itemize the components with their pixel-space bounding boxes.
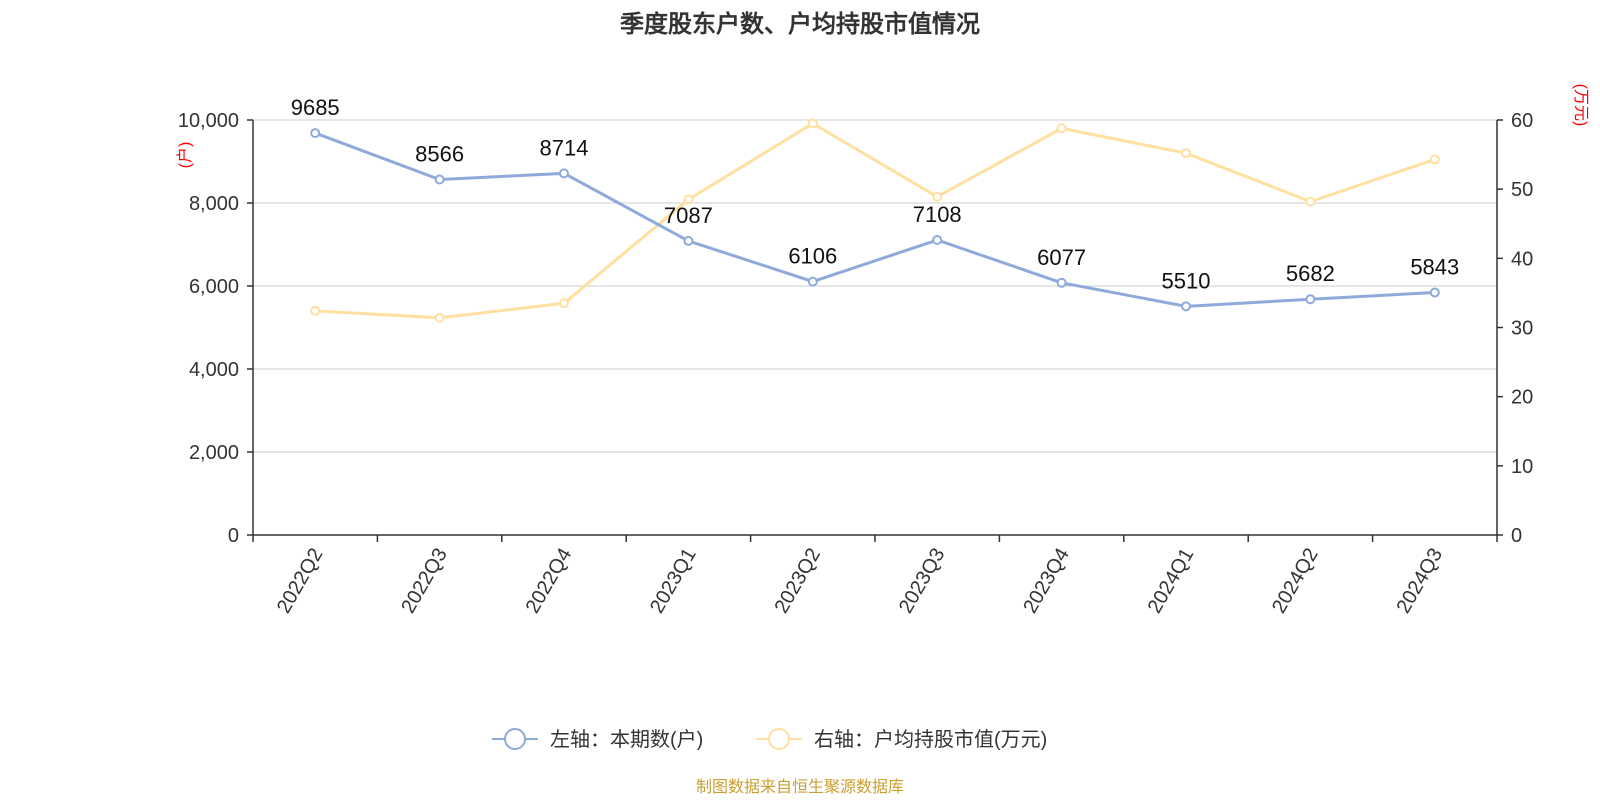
legend[interactable]: 左轴：本期数(户) 右轴：户均持股市值(万元): [492, 728, 1047, 751]
x-tick-label: 2024Q3: [1392, 545, 1447, 618]
series-point-1: [1429, 154, 1440, 165]
x-tick-label: 2023Q4: [1019, 545, 1074, 618]
right-tick-label: 20: [1511, 387, 1533, 409]
series-point-1: [1056, 123, 1067, 134]
x-tick-label: 2023Q3: [895, 545, 950, 618]
data-label: 7108: [913, 202, 962, 227]
data-label: 5843: [1410, 255, 1459, 280]
data-label: 6077: [1037, 245, 1086, 270]
right-tick-label: 0: [1511, 525, 1522, 547]
data-label: 5682: [1286, 261, 1335, 286]
x-tick-label: 2022Q2: [273, 545, 328, 618]
right-axis-unit: (万元): [1572, 84, 1589, 127]
legend-marker-right-series: [768, 728, 790, 750]
right-tick-label: 10: [1511, 456, 1533, 478]
legend-item-left-series[interactable]: 左轴：本期数(户): [492, 728, 703, 751]
series-point-1: [1181, 148, 1191, 159]
left-tick-label: 6,000: [189, 276, 239, 298]
data-label: 7087: [664, 203, 713, 228]
series-point-0: [1056, 277, 1067, 288]
series-point-1: [1305, 196, 1316, 207]
chart-title: 季度股东户数、户均持股市值情况: [620, 10, 980, 38]
left-tick-label: 4,000: [189, 359, 239, 381]
legend-item-right-series[interactable]: 右轴：户均持股市值(万元): [756, 728, 1047, 751]
series-point-1: [807, 118, 818, 129]
data-label: 8566: [415, 142, 464, 167]
series-point-0: [1429, 287, 1440, 298]
series-point-1: [559, 298, 569, 309]
left-axis-unit: (户): [176, 142, 194, 169]
series-point-0: [434, 174, 445, 185]
right-tick-label: 30: [1511, 318, 1533, 340]
x-tick-label: 2022Q3: [397, 545, 452, 618]
legend-marker-left-series: [504, 728, 526, 750]
series-point-1: [683, 194, 694, 205]
source-note: 制图数据来自恒生聚源数据库: [696, 778, 904, 796]
series-point-0: [559, 168, 569, 179]
left-tick-label: 0: [228, 525, 239, 547]
series-point-1: [932, 191, 943, 202]
x-tick-label: 2024Q1: [1144, 545, 1199, 618]
right-tick-label: 40: [1511, 248, 1533, 270]
data-label: 6106: [788, 244, 837, 269]
data-label: 8714: [540, 135, 589, 160]
legend-label-right-series: 右轴：户均持股市值(万元): [814, 728, 1047, 751]
x-tick-label: 2023Q2: [770, 545, 825, 618]
data-label: 9685: [291, 95, 340, 120]
right-tick-label: 60: [1511, 110, 1533, 132]
left-tick-label: 8,000: [189, 193, 239, 215]
left-axis-ticks: 0 2,000 4,000 6,000 8,000 10,000: [178, 110, 253, 547]
data-label: 5510: [1162, 268, 1211, 293]
series-point-0: [807, 276, 818, 287]
series-point-0: [1181, 301, 1191, 312]
left-tick-label: 10,000: [178, 110, 239, 132]
series-point-0: [932, 235, 943, 246]
series-line-1: [315, 121, 1436, 320]
series-point-1: [434, 312, 445, 323]
x-tick-label: 2023Q1: [646, 545, 701, 618]
left-tick-label: 2,000: [189, 442, 239, 464]
x-tick-label: 2024Q2: [1268, 545, 1323, 618]
right-axis-ticks: 0 10 20 30 40 50 60: [1497, 110, 1533, 547]
right-tick-label: 50: [1511, 179, 1533, 201]
x-tick-label: 2022Q4: [522, 545, 577, 618]
series-point-0: [310, 128, 321, 139]
series-point-0: [1305, 294, 1316, 305]
series-point-1: [310, 305, 321, 316]
series-layer: [310, 118, 1440, 323]
series-point-0: [683, 235, 694, 246]
series-line-0: [314, 131, 1435, 308]
x-axis-ticks: 2022Q2 2022Q3 2022Q4 2023Q1 2023Q2 2023Q3 2023…: [252, 535, 1498, 618]
legend-label-left-series: 左轴：本期数(户): [550, 728, 703, 751]
data-labels: 9685 8566 8714 7087 6106 7108 6077 5510 5682 5843: [291, 95, 1460, 293]
grid-lines: [253, 119, 1497, 453]
